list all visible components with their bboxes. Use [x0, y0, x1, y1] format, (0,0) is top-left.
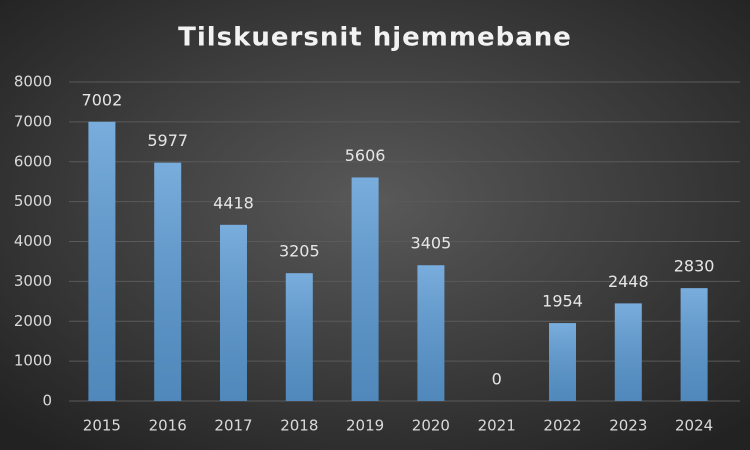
x-tick-label: 2022: [543, 417, 581, 435]
data-label: 2448: [608, 272, 649, 291]
y-tick-label: 8000: [14, 73, 52, 91]
data-label: 3205: [279, 242, 320, 261]
bar: [154, 162, 182, 401]
data-label: 2830: [674, 257, 715, 276]
y-tick-label: 2000: [14, 312, 52, 330]
bar: [549, 323, 576, 401]
data-label: 3405: [411, 234, 452, 253]
chart-title: Tilskuersnit hjemmebane: [178, 23, 572, 53]
data-label: 1954: [542, 292, 583, 311]
y-tick-label: 4000: [14, 232, 52, 250]
data-label: 5606: [345, 146, 386, 165]
x-tick-label: 2017: [214, 417, 252, 435]
bar: [680, 288, 708, 401]
bar: [220, 224, 247, 401]
x-tick-label: 2021: [478, 417, 516, 435]
bar: [285, 273, 313, 401]
x-tick-label: 2023: [609, 417, 647, 435]
x-tick-label: 2020: [412, 417, 450, 435]
y-tick-label: 6000: [14, 152, 52, 170]
bar: [351, 177, 379, 401]
data-label: 4418: [213, 193, 254, 212]
y-tick-label: 7000: [14, 112, 52, 130]
data-label: 5977: [147, 131, 188, 150]
x-tick-label: 2018: [280, 417, 318, 435]
y-tick-label: 1000: [14, 352, 52, 370]
x-tick-label: 2016: [149, 417, 187, 435]
data-label: 0: [492, 370, 502, 389]
x-tick-label: 2019: [346, 417, 384, 435]
y-tick-label: 5000: [14, 192, 52, 210]
data-label: 7002: [82, 90, 123, 109]
bar: [614, 303, 642, 401]
x-tick-label: 2024: [675, 417, 713, 435]
x-tick-label: 2015: [83, 417, 121, 435]
y-tick-label: 3000: [14, 272, 52, 290]
bar: [88, 121, 116, 401]
bar: [417, 265, 445, 401]
y-tick-label: 0: [42, 392, 52, 410]
